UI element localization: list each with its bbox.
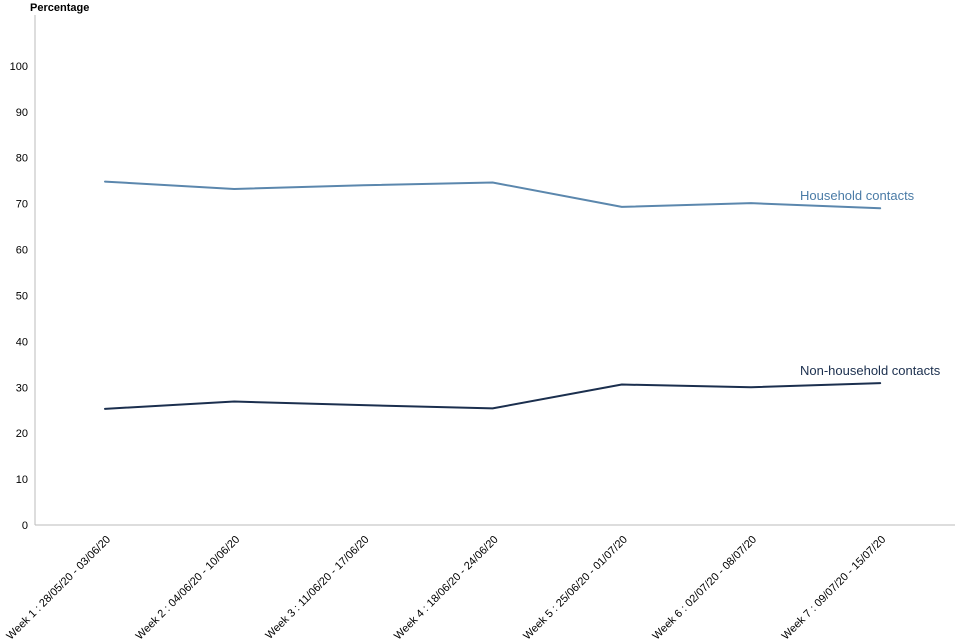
y-axis-title: Percentage [30,2,90,14]
x-tick-label: Week 5 : 25/06/20 - 01/07/20 [521,534,630,640]
x-tick-label: Week 3 : 11/06/20 - 17/06/20 [263,534,371,640]
x-tick-label: Week 4 : 18/06/20 - 24/06/20 [392,534,501,640]
y-tick-label: 30 [16,382,28,394]
y-tick-label: 0 [22,520,28,532]
series-line-non-household-contacts [104,382,882,410]
x-tick-label: Week 1 : 28/05/20 - 03/06/20 [4,534,113,640]
y-tick-label: 80 [16,153,28,165]
x-tick-label: Week 2 : 04/06/20 - 10/06/20 [134,534,243,640]
series-label: Non-household contacts [800,363,941,378]
x-tick-label: Week 7 : 09/07/20 - 15/07/20 [780,534,889,640]
y-tick-label: 90 [16,107,28,119]
series-label: Household contacts [800,188,915,203]
y-tick-label: 70 [16,199,28,211]
y-tick-label: 10 [16,474,28,486]
y-tick-label: 40 [16,336,28,348]
y-tick-label: 50 [16,290,28,302]
y-tick-label: 20 [16,428,28,440]
y-tick-label: 100 [10,61,28,73]
x-tick-label: Week 6 : 02/07/20 - 08/07/20 [650,534,759,640]
y-tick-label: 60 [16,245,28,257]
series-line-household-contacts [104,180,882,210]
